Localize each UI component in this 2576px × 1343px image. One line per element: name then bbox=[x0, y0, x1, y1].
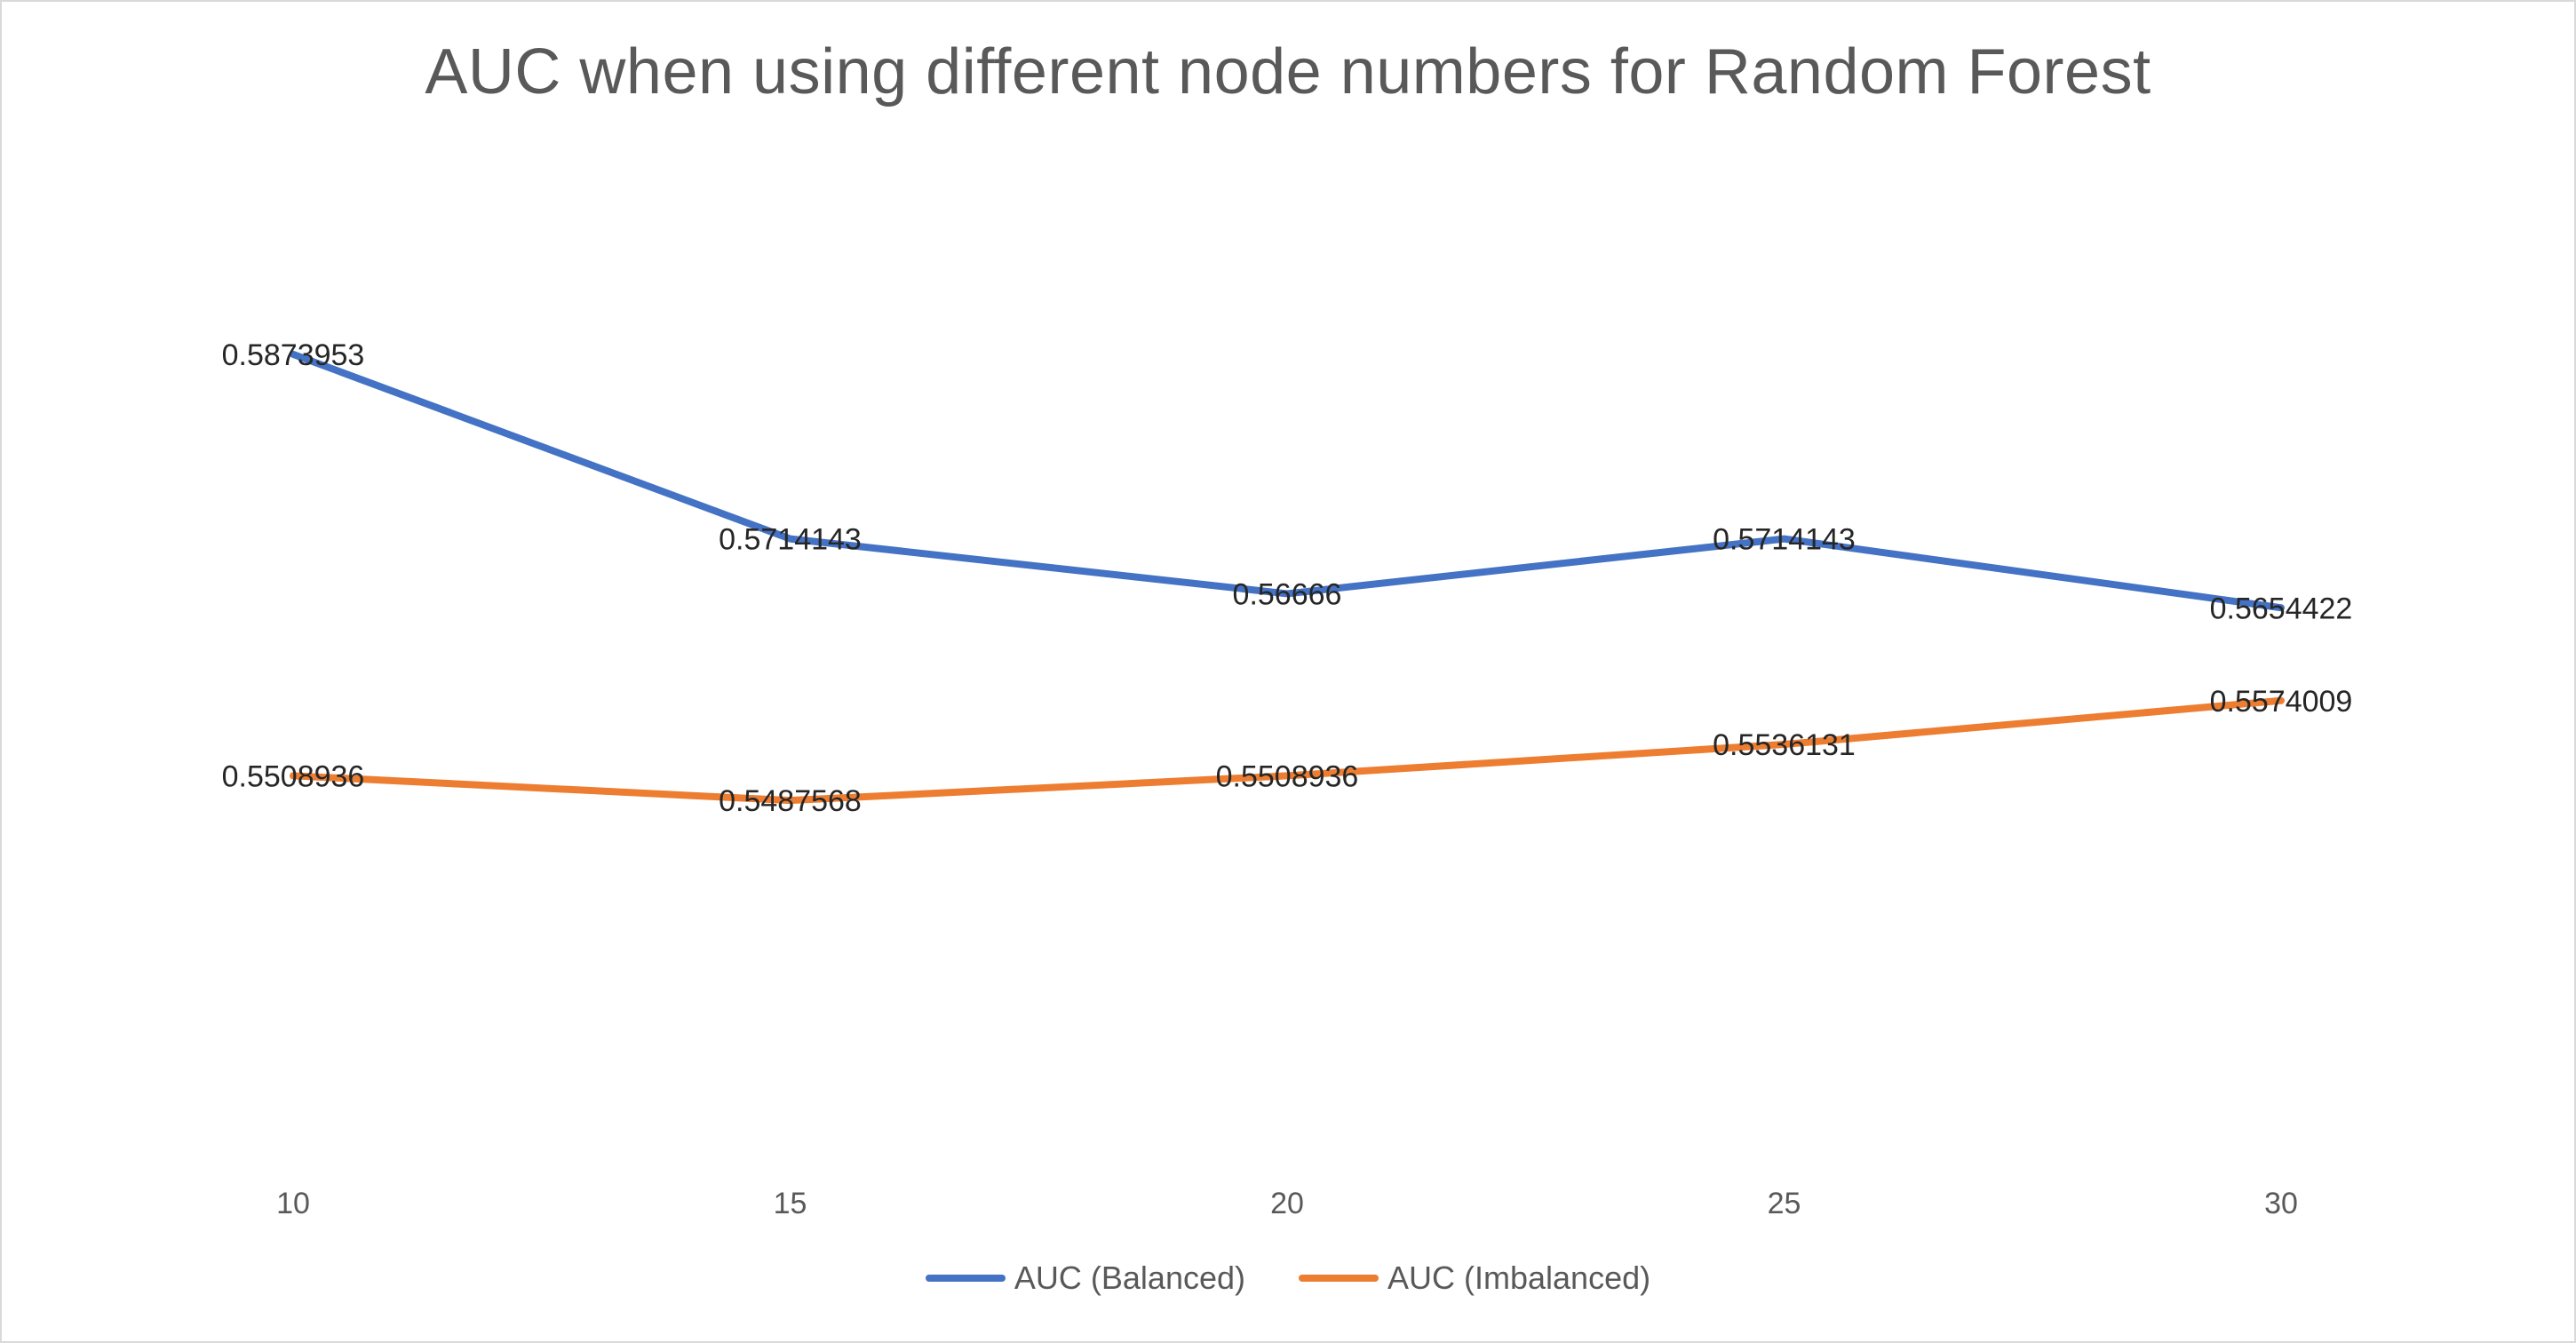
data-label-balanced: 0.5873953 bbox=[222, 338, 365, 372]
x-tick-label: 30 bbox=[2264, 1187, 2298, 1220]
legend-swatch-balanced bbox=[925, 1275, 1006, 1282]
x-tick-label: 25 bbox=[1768, 1187, 1801, 1220]
data-label-imbalanced: 0.5487568 bbox=[719, 784, 862, 818]
legend-item-balanced: AUC (Balanced) bbox=[925, 1260, 1245, 1297]
legend-item-imbalanced: AUC (Imbalanced) bbox=[1299, 1260, 1650, 1297]
legend-label-balanced: AUC (Balanced) bbox=[1014, 1260, 1245, 1296]
data-label-balanced: 0.5654422 bbox=[2210, 592, 2353, 625]
series-line-imbalanced bbox=[290, 696, 2285, 805]
data-label-imbalanced: 0.5536131 bbox=[1713, 728, 1856, 762]
legend-label-imbalanced: AUC (Imbalanced) bbox=[1387, 1260, 1651, 1296]
x-tick-label: 10 bbox=[276, 1187, 310, 1220]
data-label-imbalanced: 0.5508936 bbox=[222, 759, 365, 793]
x-tick-label: 20 bbox=[1270, 1187, 1304, 1220]
data-label-balanced: 0.5714143 bbox=[1713, 523, 1856, 557]
x-tick-label: 15 bbox=[774, 1187, 807, 1220]
data-label-balanced: 0.5714143 bbox=[719, 523, 862, 557]
legend-swatch-imbalanced bbox=[1299, 1275, 1379, 1282]
series-line-balanced bbox=[290, 350, 2285, 612]
data-label-balanced: 0.56666 bbox=[1233, 577, 1342, 611]
legend: AUC (Balanced) AUC (Imbalanced) bbox=[0, 1260, 2576, 1297]
data-label-imbalanced: 0.5508936 bbox=[1216, 759, 1359, 793]
data-label-imbalanced: 0.5574009 bbox=[2210, 685, 2353, 719]
chart-title: AUC when using different node numbers fo… bbox=[425, 36, 2151, 107]
